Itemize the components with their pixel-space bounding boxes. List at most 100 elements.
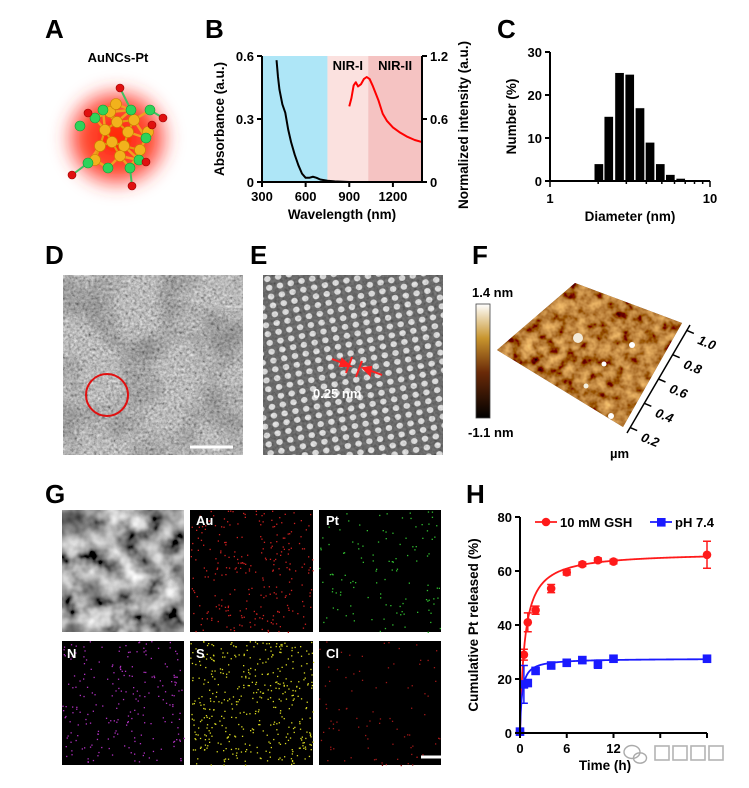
element-signal-dot	[200, 746, 202, 748]
element-signal-dot	[221, 702, 223, 704]
element-signal-dot	[278, 758, 280, 761]
element-signal-dot	[127, 651, 130, 654]
element-signal-dot	[260, 594, 262, 596]
element-signal-dot	[240, 695, 242, 697]
element-signal-dot	[239, 712, 241, 714]
element-signal-dot	[91, 692, 93, 694]
element-signal-dot	[190, 643, 192, 645]
element-signal-dot	[209, 657, 212, 659]
element-signal-dot	[115, 730, 117, 732]
element-signal-dot	[309, 592, 311, 594]
element-signal-dot	[303, 605, 305, 607]
element-signal-dot	[395, 558, 397, 560]
element-signal-dot	[153, 676, 156, 679]
element-signal-dot	[119, 665, 122, 668]
element-signal-dot	[228, 698, 231, 700]
element-signal-dot	[92, 759, 95, 762]
element-signal-dot	[273, 721, 276, 723]
element-signal-dot	[298, 542, 301, 545]
element-signal-dot	[409, 734, 411, 736]
histogram-bar	[593, 163, 604, 182]
chart-h-pt-release: 0 20 40 60 80 0 6 12 Time (h) Cumulative Pt relea…	[466, 510, 715, 773]
element-signal-dot	[227, 758, 230, 760]
element-signal-dot	[211, 735, 213, 737]
element-signal-dot	[222, 656, 224, 658]
sulfur-atom	[140, 132, 152, 144]
sulfur-atom	[124, 162, 136, 174]
element-signal-dot	[287, 607, 290, 609]
element-signal-dot	[276, 729, 278, 731]
element-signal-dot	[329, 680, 331, 682]
element-signal-dot	[105, 717, 108, 719]
element-signal-dot	[415, 546, 417, 548]
element-signal-dot	[173, 674, 175, 676]
element-signal-dot	[72, 712, 74, 714]
element-signal-dot	[436, 587, 438, 589]
element-signal-dot	[221, 599, 223, 601]
element-signal-dot	[261, 515, 263, 517]
element-signal-dot	[300, 737, 302, 740]
element-signal-dot	[386, 513, 388, 515]
element-signal-dot	[361, 655, 363, 657]
element-signal-dot	[212, 659, 215, 662]
element-signal-dot	[260, 697, 263, 699]
element-signal-dot	[330, 748, 332, 751]
element-signal-dot	[275, 687, 277, 689]
element-signal-dot	[217, 540, 219, 542]
element-signal-dot	[171, 694, 173, 696]
element-signal-dot	[270, 646, 272, 648]
element-signal-dot	[420, 659, 422, 661]
element-signal-dot	[63, 710, 65, 712]
element-signal-dot	[193, 612, 195, 615]
element-signal-dot	[246, 749, 248, 751]
element-signal-dot	[249, 641, 251, 643]
element-signal-dot	[206, 716, 208, 718]
element-signal-dot	[294, 646, 296, 649]
element-signal-dot	[205, 525, 207, 527]
element-signal-dot	[275, 558, 277, 561]
y-tick-label: 0.6	[236, 49, 254, 64]
element-signal-dot	[290, 758, 293, 760]
element-signal-dot	[197, 537, 199, 539]
watermark	[623, 744, 724, 764]
element-signal-dot	[284, 742, 287, 745]
element-signal-dot	[407, 734, 409, 736]
element-signal-dot	[277, 668, 279, 670]
element-signal-dot	[245, 750, 247, 753]
element-signal-dot	[213, 579, 215, 581]
element-signal-dot	[283, 684, 285, 686]
element-signal-dot	[179, 739, 181, 741]
element-signal-dot	[203, 641, 205, 643]
element-signal-dot	[157, 686, 159, 688]
element-signal-dot	[131, 730, 133, 732]
element-signal-dot	[237, 523, 239, 525]
panel-label-h: H	[466, 479, 485, 509]
element-signal-dot	[140, 734, 142, 736]
afm-axis-unit: µm	[610, 446, 629, 461]
element-signal-dot	[173, 695, 175, 697]
element-signal-dot	[191, 713, 193, 716]
element-signal-dot	[261, 538, 263, 540]
element-signal-dot	[312, 661, 315, 664]
element-signal-dot	[217, 620, 219, 623]
element-signal-dot	[384, 578, 386, 581]
element-signal-dot	[89, 641, 91, 643]
element-signal-dot	[228, 567, 231, 569]
element-signal-dot	[195, 648, 197, 650]
element-signal-dot	[286, 685, 288, 687]
element-signal-dot	[63, 654, 65, 656]
element-signal-dot	[266, 643, 268, 645]
element-signal-dot	[83, 656, 85, 658]
element-signal-dot	[226, 626, 228, 628]
element-signal-dot	[226, 652, 229, 654]
element-signal-dot	[385, 763, 387, 766]
lattice-spacing-label: 0.25 nm	[313, 386, 361, 401]
element-signal-dot	[70, 732, 72, 734]
legend-label: pH 7.4	[675, 515, 715, 530]
element-signal-dot	[226, 673, 228, 675]
element-signal-dot	[254, 713, 257, 715]
element-signal-dot	[214, 573, 217, 575]
element-signal-dot	[278, 611, 280, 613]
element-signal-dot	[250, 751, 252, 753]
element-signal-dot	[387, 667, 390, 669]
